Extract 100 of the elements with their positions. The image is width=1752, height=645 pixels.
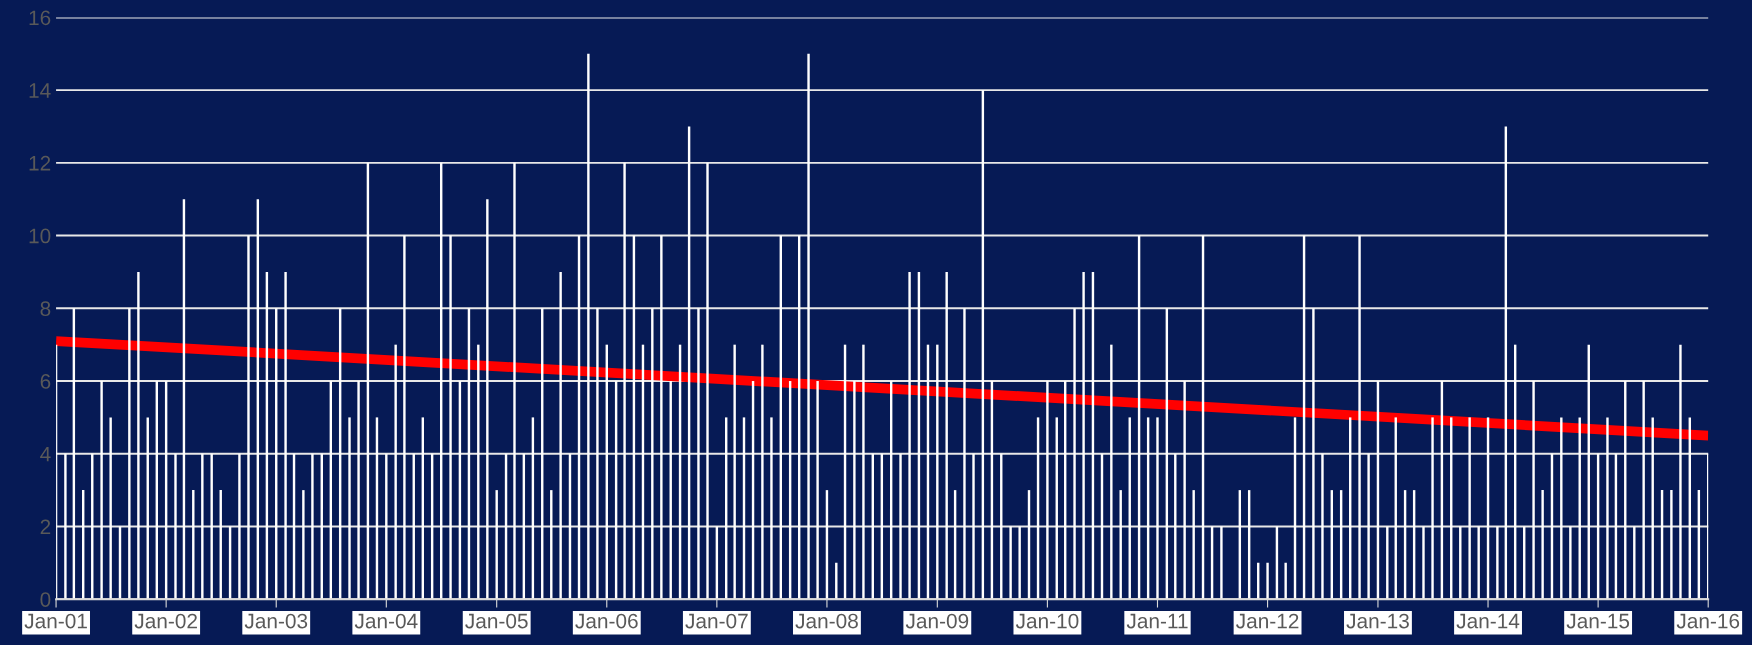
x-tick-label: Jan-02 (134, 613, 197, 629)
bar (1541, 490, 1544, 600)
bar (1156, 417, 1159, 600)
bar (623, 162, 626, 600)
bar (1110, 344, 1113, 600)
bar (64, 453, 67, 600)
bar (357, 381, 360, 600)
bar (972, 453, 975, 600)
bar (495, 490, 498, 600)
bar (1468, 417, 1471, 600)
bar (963, 308, 966, 600)
x-tick-label: Jan-13 (1346, 613, 1409, 629)
y-tick-label: 16 (29, 10, 51, 26)
bar (100, 381, 103, 600)
x-tick-label: Jan-15 (1566, 613, 1630, 629)
bar (1679, 344, 1682, 600)
bar (862, 344, 865, 600)
x-tick-label: Jan-12 (1236, 613, 1299, 629)
bar (1073, 308, 1076, 600)
bar (1321, 453, 1324, 600)
bar (1358, 235, 1361, 600)
bar (174, 453, 177, 600)
bar (697, 308, 700, 600)
y-tick-label: 8 (40, 301, 51, 317)
x-tick-label: Jan-01 (24, 613, 87, 629)
bar (853, 381, 856, 600)
bar (1082, 271, 1085, 600)
bar (1633, 526, 1636, 600)
bar (559, 271, 562, 600)
bar (128, 308, 131, 600)
y-tick-label: 4 (40, 446, 51, 462)
y-tick-label: 12 (29, 155, 51, 171)
bar (394, 344, 397, 600)
bar (1018, 526, 1021, 600)
y-tick-label: 6 (40, 374, 51, 389)
x-tick-label: Jan-14 (1456, 613, 1520, 629)
x-tick-label: Jan-04 (354, 613, 418, 629)
bar (1367, 453, 1370, 600)
bar (385, 453, 388, 600)
x-tick-label: Jan-07 (685, 613, 748, 629)
bar (109, 417, 112, 600)
x-tick-label: Jan-11 (1126, 613, 1188, 629)
bar (945, 271, 948, 600)
bar (247, 235, 250, 600)
bar (936, 344, 939, 600)
x-tick-label: Jan-08 (795, 613, 858, 629)
bar (596, 308, 599, 600)
bar (449, 235, 452, 600)
bar (807, 53, 810, 600)
bar (1009, 526, 1012, 600)
bar (706, 162, 709, 600)
bar (651, 308, 654, 600)
bar (1642, 381, 1645, 600)
bar (816, 381, 819, 600)
bar (477, 344, 480, 600)
bar (1119, 490, 1122, 600)
bar (1606, 417, 1609, 600)
bar (899, 453, 902, 600)
bar (210, 453, 213, 600)
y-tick-label: 10 (29, 228, 51, 244)
bar (1431, 417, 1434, 600)
bar (1312, 308, 1315, 600)
bar (1183, 381, 1186, 600)
bar (660, 235, 663, 600)
bar (403, 235, 406, 600)
bar (1386, 526, 1389, 600)
y-tick-label: 0 (40, 592, 51, 607)
bar (348, 417, 351, 600)
bar (137, 271, 140, 600)
x-tick-label: Jan-10 (1015, 613, 1079, 629)
bar (1670, 490, 1673, 600)
bar (770, 417, 773, 600)
bar (302, 490, 305, 600)
bar (587, 53, 590, 600)
x-tick-label: Jan-09 (905, 613, 969, 629)
bar (311, 453, 314, 600)
bar (1532, 381, 1535, 600)
bar (1284, 562, 1287, 600)
bar (1569, 526, 1572, 600)
bar (513, 162, 516, 600)
bar (201, 453, 204, 600)
bar (908, 271, 911, 600)
bar (761, 344, 764, 600)
x-tick-label: Jan-05 (465, 613, 528, 629)
bar (284, 271, 287, 600)
bar (1220, 526, 1223, 600)
bar (1560, 417, 1563, 600)
bar (1422, 526, 1425, 600)
bar (1477, 526, 1480, 600)
x-tick-label: Jan-16 (1676, 613, 1740, 629)
bar (1046, 381, 1049, 600)
bar (486, 199, 489, 600)
bar (1192, 490, 1195, 600)
bar (1496, 526, 1499, 600)
bar (1266, 562, 1269, 600)
x-tick-label: Jan-03 (244, 613, 308, 629)
bar (238, 453, 241, 600)
y-tick-label: 2 (40, 519, 51, 535)
x-tick-label: Jan-06 (575, 613, 638, 629)
bar (733, 344, 736, 600)
